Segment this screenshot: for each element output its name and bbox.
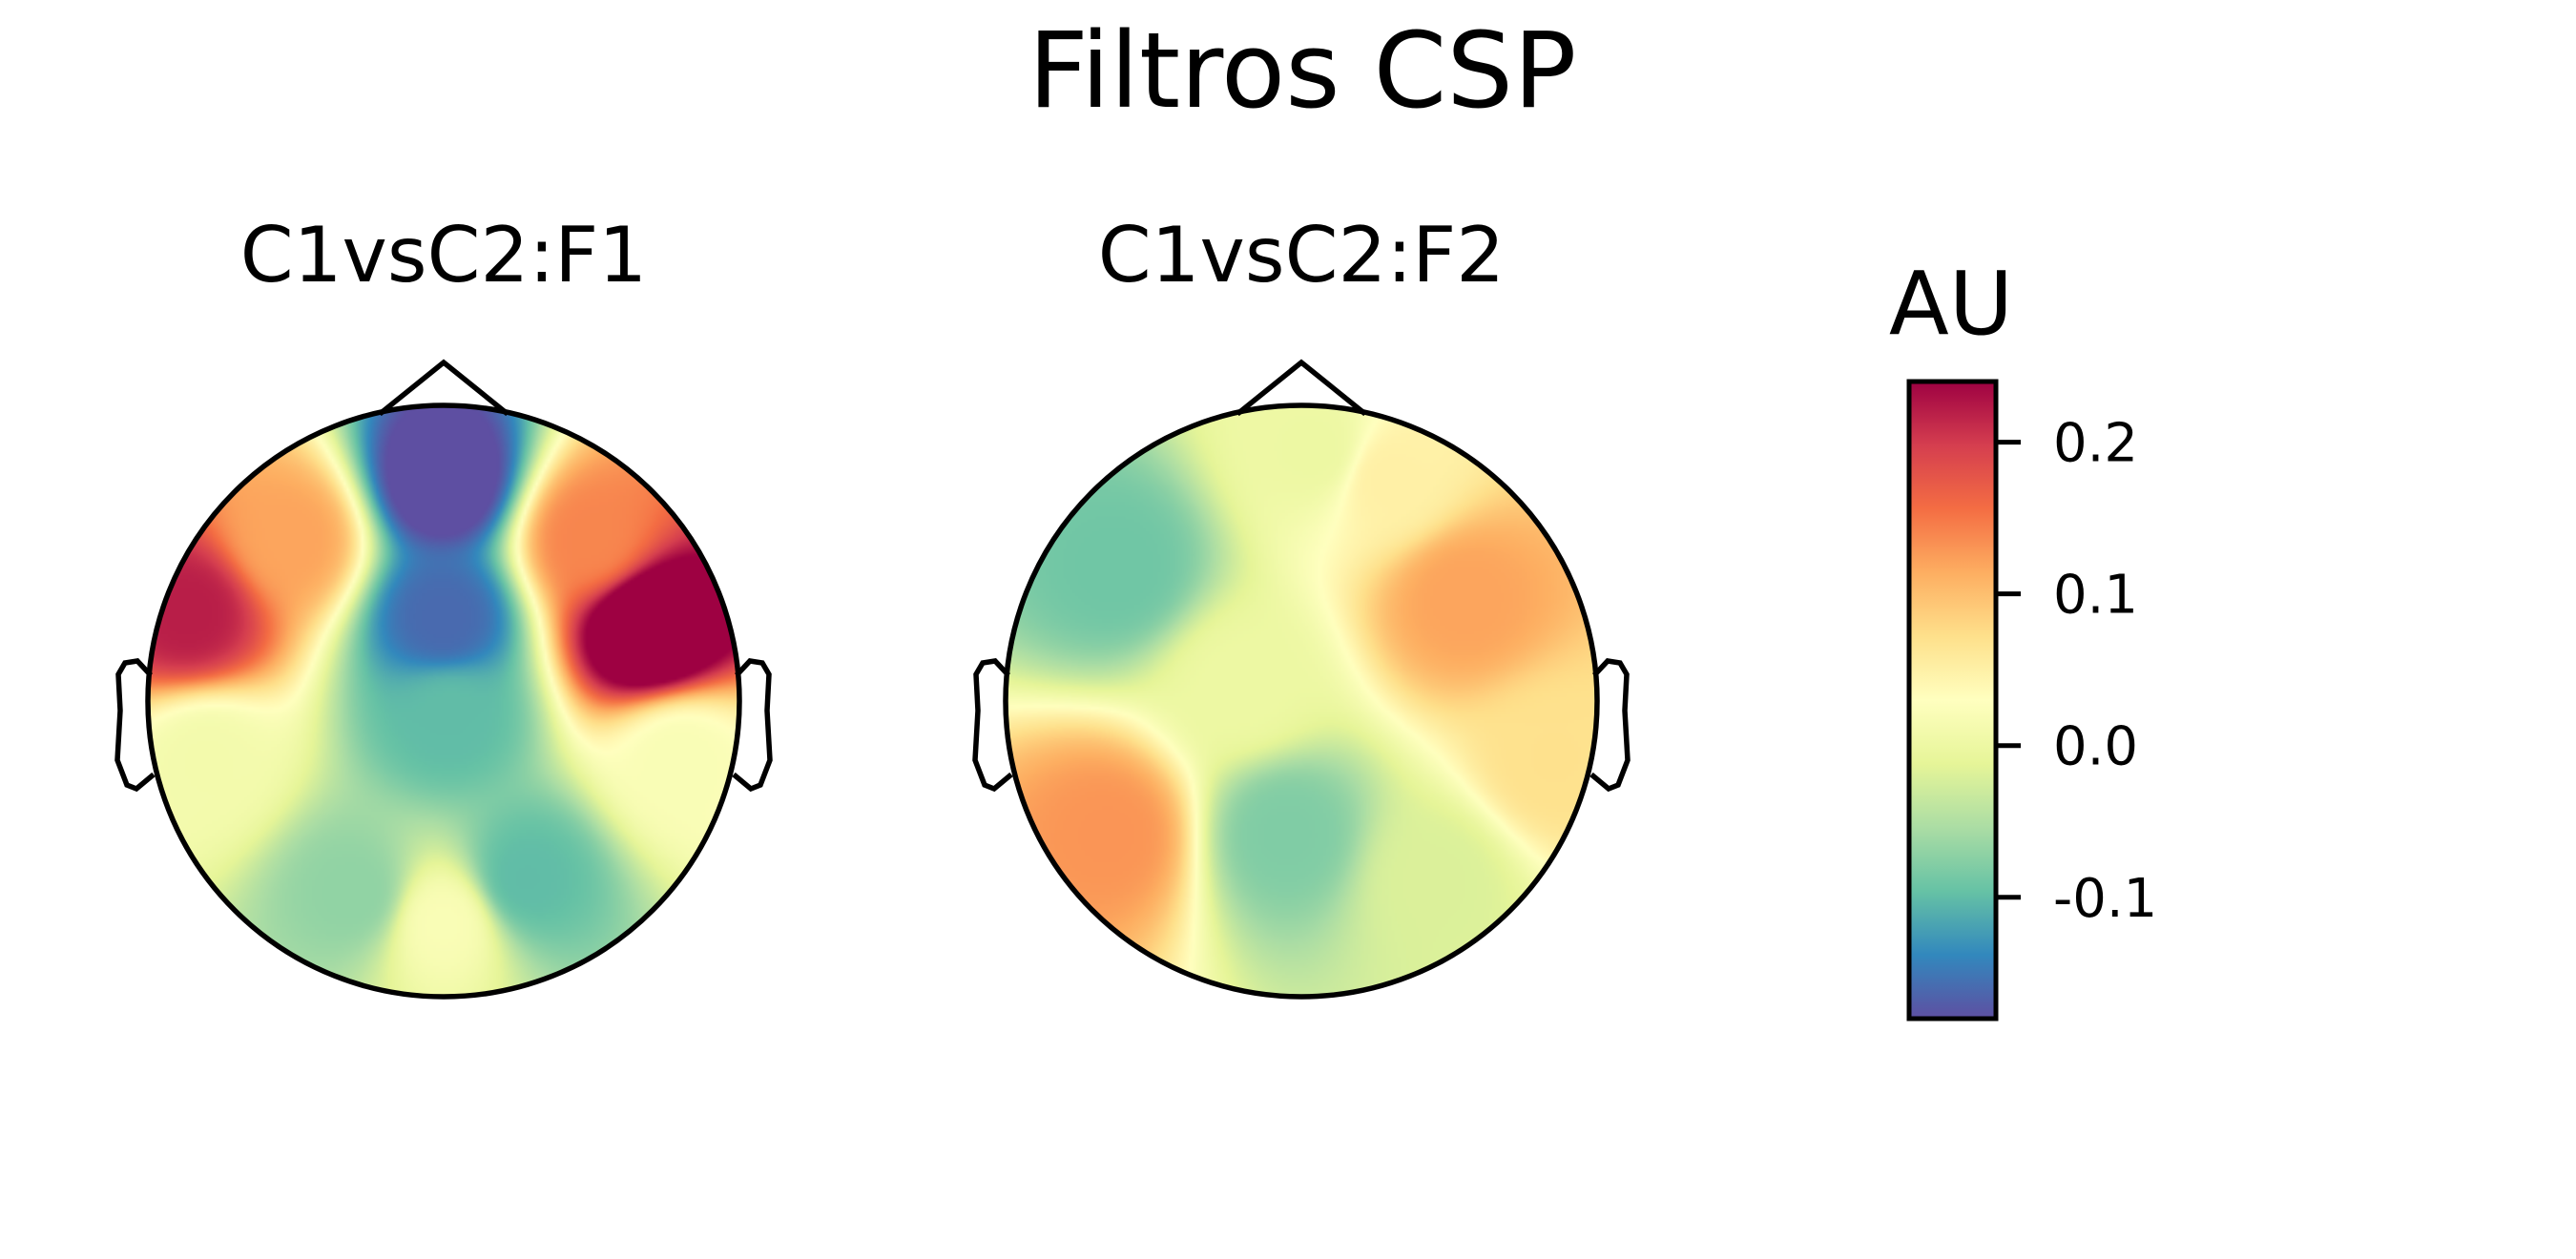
colorbar-ticks: 0.2 0.1 0.0 -0.1: [1996, 413, 2157, 930]
colorbar-label: AU: [1889, 253, 2013, 355]
topomap-f2-nose: [1236, 359, 1367, 417]
figure-title: Filtros CSP: [1028, 10, 1577, 132]
topomap-f1-title: C1vsC2:F1: [240, 211, 647, 299]
topomap-f2-left-ear: [972, 658, 1013, 793]
topomap-f1-left-ear: [114, 658, 156, 793]
topomap-f1-head-circle: [145, 402, 742, 1000]
colorbar-tick-label: 0.2: [2053, 413, 2138, 475]
colorbar: AU 0.2 0.1 0.0 -0.1: [1889, 253, 2157, 1022]
colorbar-gradient: [1906, 379, 1999, 1022]
topomap-f2-head-circle: [1003, 402, 1600, 1000]
colorbar-tick-label: 0.1: [2053, 565, 2138, 627]
topomap-f2-right-ear: [1589, 658, 1631, 793]
topomap-f1-heatmap: [148, 405, 739, 997]
colorbar-tick-label: 0.0: [2053, 716, 2138, 778]
topomap-f2: C1vsC2:F2: [972, 211, 1631, 1000]
colorbar-tick-label: -0.1: [2053, 868, 2157, 930]
topomap-f2-title: C1vsC2:F2: [1098, 211, 1505, 299]
topomap-f1-head-outline: [114, 359, 773, 1000]
topomap-f1-right-ear: [732, 658, 773, 793]
topomap-f1-nose: [378, 359, 509, 417]
topomap-f2-heatmap: [1006, 405, 1597, 997]
topomap-f2-head-outline: [972, 359, 1631, 1000]
topomap-f1: C1vsC2:F1: [114, 211, 773, 1000]
